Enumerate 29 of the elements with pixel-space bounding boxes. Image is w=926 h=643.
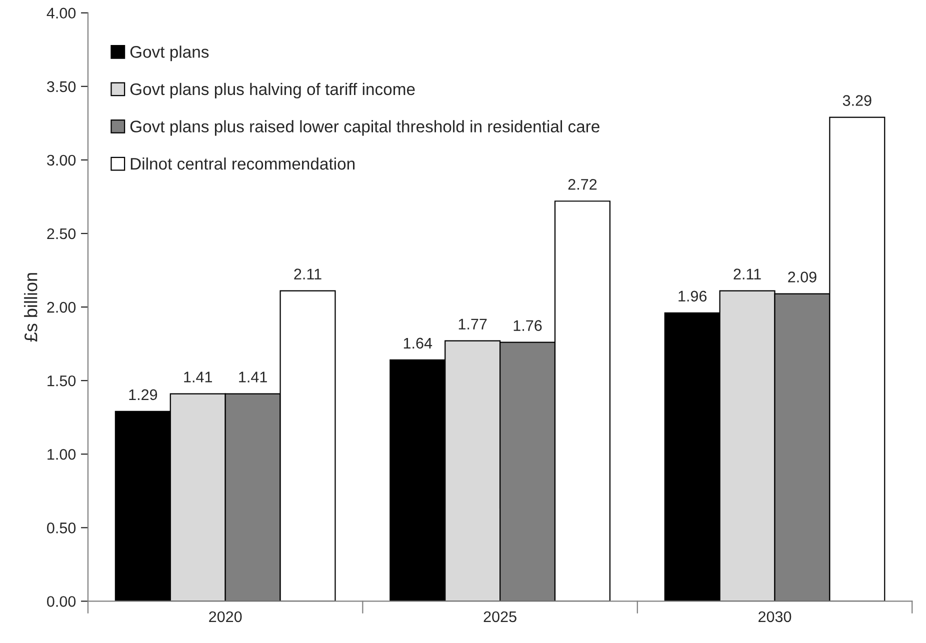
data-label: 1.64 [404, 338, 432, 349]
y-tick-label: 3.50 [47, 81, 76, 92]
y-tick-label: 1.50 [48, 375, 76, 386]
data-label: 1.41 [184, 372, 212, 382]
x-tick-label: 2025 [484, 611, 516, 622]
data-label: 2.11 [294, 268, 322, 280]
y-tick-label: 2.00 [47, 302, 76, 313]
x-tick-label: 2020 [209, 611, 242, 622]
y-tick-label: 0.00 [47, 596, 76, 607]
x-tick-label: 2030 [758, 611, 792, 622]
legend-label: Dilnot central recommendation [130, 157, 354, 170]
legend-label: Govt plans plus halving of tariff income [130, 82, 415, 98]
legend-label: Govt plans [130, 46, 209, 62]
y-tick-label: 0.50 [47, 522, 76, 534]
y-tick-label: 2.50 [47, 228, 76, 240]
legend-label: Govt plans plus raised lower capital threshold in residential care [130, 120, 600, 136]
y-tick-label: 3.00 [47, 154, 76, 166]
y-tick-label: 1.00 [48, 448, 76, 460]
data-label: 2.11 [734, 268, 761, 280]
data-label: 1.77 [458, 318, 487, 330]
y-tick-label: 4.00 [46, 8, 76, 19]
data-label: 2.09 [788, 272, 816, 282]
data-label: 2.72 [568, 178, 597, 190]
data-label: 1.96 [678, 290, 707, 302]
data-label: 3.29 [842, 95, 872, 106]
data-label: 1.41 [239, 372, 267, 382]
data-label: 1.76 [514, 320, 542, 331]
y-axis-title: £s billion [24, 273, 38, 342]
data-label: 1.29 [129, 389, 158, 400]
